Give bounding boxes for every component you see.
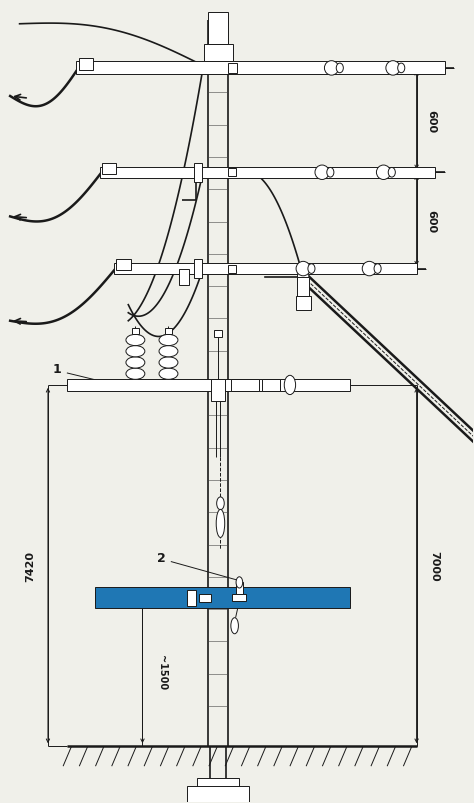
Circle shape bbox=[298, 267, 309, 287]
Bar bbox=[228, 169, 236, 177]
Ellipse shape bbox=[159, 357, 178, 369]
Ellipse shape bbox=[159, 346, 178, 357]
Bar bbox=[164, 328, 172, 335]
Ellipse shape bbox=[374, 264, 381, 274]
Ellipse shape bbox=[159, 335, 178, 346]
Ellipse shape bbox=[315, 166, 329, 180]
Bar bbox=[102, 164, 117, 174]
Text: 1: 1 bbox=[53, 363, 62, 376]
Bar bbox=[193, 259, 202, 279]
Text: 7000: 7000 bbox=[429, 551, 439, 581]
Bar bbox=[296, 296, 311, 311]
Bar bbox=[76, 63, 445, 75]
Ellipse shape bbox=[126, 357, 145, 369]
Ellipse shape bbox=[126, 369, 145, 380]
Circle shape bbox=[217, 497, 224, 510]
Text: 2: 2 bbox=[157, 552, 166, 565]
Circle shape bbox=[284, 376, 296, 395]
Bar bbox=[203, 45, 233, 63]
Ellipse shape bbox=[159, 369, 178, 380]
Bar bbox=[298, 277, 309, 297]
Text: 7420: 7420 bbox=[25, 550, 35, 581]
Ellipse shape bbox=[296, 262, 310, 276]
Bar bbox=[208, 13, 228, 45]
Bar bbox=[236, 583, 243, 595]
Ellipse shape bbox=[327, 169, 334, 177]
Bar bbox=[193, 164, 202, 182]
Bar bbox=[211, 380, 225, 402]
Bar bbox=[228, 64, 237, 74]
Ellipse shape bbox=[231, 618, 238, 634]
Bar bbox=[100, 168, 436, 178]
Ellipse shape bbox=[336, 64, 343, 74]
Bar bbox=[79, 59, 93, 71]
Bar bbox=[197, 778, 239, 788]
Bar bbox=[187, 786, 249, 803]
Ellipse shape bbox=[126, 346, 145, 357]
Ellipse shape bbox=[324, 62, 338, 76]
Bar bbox=[262, 379, 281, 392]
Text: ~1500: ~1500 bbox=[157, 654, 167, 690]
Bar bbox=[231, 379, 259, 392]
Bar bbox=[199, 594, 211, 602]
Bar bbox=[67, 380, 350, 391]
Text: 600: 600 bbox=[426, 210, 436, 233]
Bar bbox=[132, 328, 139, 335]
Ellipse shape bbox=[388, 169, 395, 177]
Ellipse shape bbox=[386, 62, 400, 76]
Ellipse shape bbox=[362, 262, 376, 276]
Bar bbox=[214, 331, 222, 337]
Ellipse shape bbox=[126, 335, 145, 346]
Ellipse shape bbox=[376, 166, 391, 180]
Bar bbox=[114, 263, 417, 275]
Bar bbox=[228, 265, 236, 273]
Ellipse shape bbox=[398, 64, 405, 74]
Bar bbox=[95, 593, 350, 604]
Text: 600: 600 bbox=[426, 109, 436, 132]
Bar bbox=[187, 590, 196, 606]
Circle shape bbox=[236, 577, 243, 589]
Ellipse shape bbox=[308, 264, 315, 274]
Bar bbox=[179, 269, 189, 285]
Bar bbox=[95, 588, 350, 609]
Bar bbox=[117, 259, 131, 271]
Ellipse shape bbox=[216, 510, 225, 538]
Bar bbox=[232, 595, 246, 601]
